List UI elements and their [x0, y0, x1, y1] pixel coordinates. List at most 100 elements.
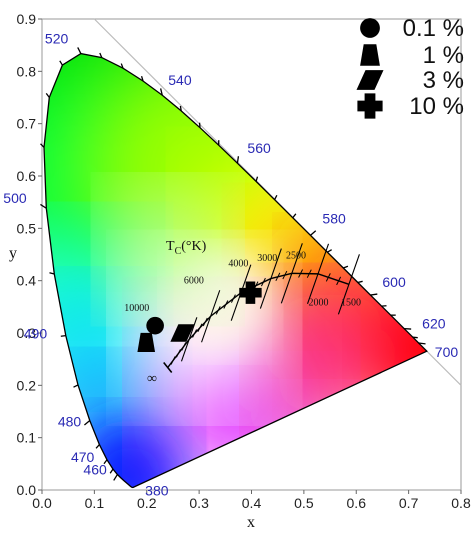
planckian-locus: 10000 6000 4000 3000 2500 2000 1500 ∞ TC(°K) [124, 239, 361, 387]
y-tick-label: 0.6 [17, 168, 37, 184]
planckian-hatch [275, 272, 281, 282]
locus-tick [418, 342, 426, 345]
wavelength-label: 490 [24, 326, 48, 342]
locus-tick [99, 52, 103, 58]
spectral-locus-ticks [40, 47, 426, 481]
locus-tick [45, 93, 50, 98]
locus-tick [84, 420, 91, 426]
planckian-hatch [215, 306, 221, 315]
isotemperature-line [259, 248, 282, 309]
x-tick-label: 0.5 [294, 495, 314, 511]
locus-tick [274, 194, 278, 201]
y-tick-label: 0.8 [17, 63, 37, 79]
temperature-label: 6000 [184, 275, 204, 286]
legend-marker-parallelogram [356, 70, 384, 90]
isotemperature-line [180, 317, 198, 362]
locus-tick [40, 143, 45, 148]
temperature-label: 10000 [124, 303, 149, 314]
y-tick-label: 0.0 [17, 482, 37, 498]
x-tick-label: 0.3 [189, 495, 209, 511]
legend-marker-trapezoid [360, 44, 380, 66]
legend-label: 3 % [423, 67, 464, 94]
planckian-hatch [298, 269, 304, 278]
x-tick-label: 0.7 [399, 495, 419, 511]
planckian-title-subscript: C [175, 246, 182, 257]
x-tick-label: 0.6 [347, 495, 367, 511]
planckian-hatch [223, 300, 229, 309]
legend: 0.1 %1 %3 %10 % [356, 15, 464, 120]
isotemperature-line [280, 243, 303, 304]
locus-tick [103, 459, 108, 465]
planckian-title-unit: (°K) [181, 239, 206, 254]
y-tick-label: 0.1 [17, 430, 37, 446]
planckian-hatch [336, 276, 342, 286]
locus-tick [370, 293, 378, 296]
wavelength-label: 520 [45, 31, 69, 47]
wavelength-label: 560 [247, 140, 271, 156]
x-tick-label: 0.4 [242, 495, 262, 511]
data-point-trapezoid [137, 332, 156, 353]
planckian-title: TC(°K) [166, 239, 207, 257]
locus-tick [255, 176, 259, 182]
wavelength-label: 600 [382, 274, 406, 290]
temperature-label: 2000 [309, 297, 329, 308]
legend-marker-circle [360, 18, 380, 38]
x-axis-title: x [247, 514, 255, 531]
planckian-hatch [306, 269, 312, 278]
wavelength-label: 540 [168, 72, 192, 88]
wavelength-label: 500 [3, 190, 27, 206]
isotemperature-line [306, 243, 330, 305]
planckian-hatch [282, 270, 288, 280]
y-axis-title: y [9, 245, 17, 262]
planckian-hatch [197, 323, 203, 332]
locus-tick [327, 249, 332, 253]
locus-tick [343, 265, 349, 269]
y-tick-label: 0.9 [17, 11, 37, 27]
spectral-locus [43, 52, 428, 489]
planckian-end-bar [163, 362, 173, 374]
y-tick-label: 0.5 [17, 220, 37, 236]
planckian-hatch [202, 317, 208, 327]
locus-tick [236, 156, 240, 164]
locus-tick [309, 230, 317, 236]
planckian-title-t: T [166, 239, 175, 254]
legend-label: 1 % [423, 42, 464, 69]
wavelength-label: 470 [71, 449, 95, 465]
y-tick-label: 0.3 [17, 325, 37, 341]
x-tick-label: 0.1 [85, 495, 105, 511]
infinity-label: ∞ [147, 372, 157, 387]
y-tick-label: 0.2 [17, 377, 37, 393]
data-point-circle [146, 316, 164, 335]
color-blob [112, 194, 223, 305]
locus-tick [95, 444, 100, 449]
axes: 0.0 0.1 0.2 0.3 0.4 0.5 0.6 0.7 0.8 0.0 0.1 0.2 0.3 0… [17, 11, 471, 511]
locus-tick [292, 213, 297, 219]
y-tick-label: 0.7 [17, 116, 37, 132]
locus-tick [120, 63, 124, 69]
locus-tick [179, 105, 182, 112]
wavelength-label: 480 [58, 414, 82, 430]
wavelength-label: 620 [422, 316, 446, 332]
isotemperature-line [337, 254, 360, 315]
locus-tick [113, 474, 118, 481]
planckian-hatch [175, 349, 181, 358]
y-tick-label: 0.4 [17, 273, 37, 289]
temperature-label: 4000 [228, 259, 248, 270]
data-point-parallelogram [170, 324, 195, 342]
locus-tick [140, 75, 144, 82]
locus-tick [40, 203, 47, 209]
wavelength-label: 380 [145, 482, 169, 498]
planckian-hatch [325, 273, 331, 282]
planckian-hatch [230, 294, 236, 303]
planckian-hatch [260, 277, 266, 287]
x-tick-label: 0.2 [137, 495, 157, 511]
locus-tick [77, 47, 82, 54]
locus-tick [160, 88, 163, 96]
legend-label: 10 % [409, 93, 464, 120]
planckian-hatch [192, 329, 197, 338]
temperature-label: 1500 [341, 297, 361, 308]
locus-tick [59, 60, 63, 66]
locus-tick [109, 468, 114, 474]
legend-marker-cross [357, 93, 383, 119]
